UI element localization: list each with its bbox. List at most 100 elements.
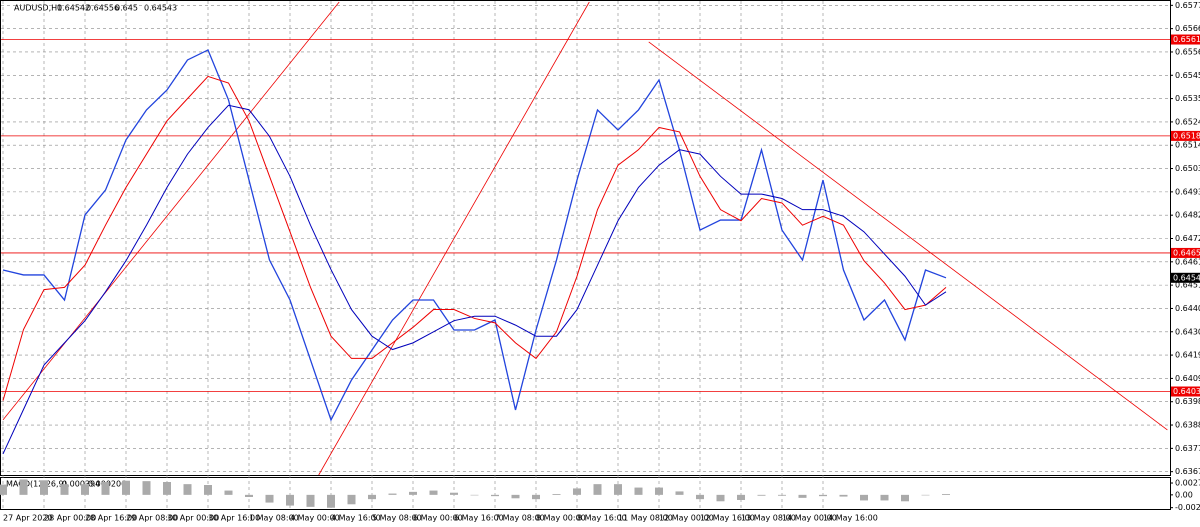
- macd-bar: [716, 494, 725, 502]
- series-line: [2, 75, 947, 401]
- macd-bar: [81, 484, 89, 495]
- x-tick-label: 8 May 00:00: [536, 514, 586, 523]
- macd-bar: [327, 494, 335, 508]
- macd-bar: [860, 494, 868, 501]
- macd-bar: [819, 494, 827, 497]
- ohlc-open: 0.64542: [57, 4, 90, 13]
- x-tick-label: 7 May 08:00: [495, 514, 545, 523]
- y-tick-label: 0.64195: [1175, 351, 1200, 360]
- x-tick-label: 29 Apr 08:00: [126, 514, 178, 523]
- ohlc-high: 0.64556: [86, 4, 119, 13]
- x-tick-label: 28 Apr 00:00: [44, 514, 96, 523]
- ohlc-low: 0.645: [115, 4, 138, 13]
- y-tick-label: 0.63985: [1175, 397, 1200, 406]
- macd-bar: [511, 494, 520, 499]
- x-tick-label: 4 May 16:00: [331, 514, 381, 523]
- macd-bar: [40, 480, 48, 495]
- y-tick-label: 0.65140: [1175, 141, 1200, 150]
- x-tick-label: 11 May 08:00: [618, 514, 673, 523]
- y-tick-label: 0.65560: [1175, 47, 1200, 56]
- macd-bar: [675, 491, 684, 495]
- macd-panel: [0, 477, 1171, 510]
- series-line: [2, 49, 947, 422]
- x-tick-label: 30 Apr 00:00: [167, 514, 219, 523]
- y2-tick-label: 0.002762: [1175, 479, 1200, 488]
- y-tick-label: 0.63775: [1175, 444, 1200, 453]
- x-tick-label: 6 May 16:00: [454, 514, 504, 523]
- y-tick-label: 0.64720: [1175, 234, 1200, 243]
- y-tick-label: 0.64090: [1175, 374, 1200, 383]
- x-tick-label: 5 May 08:00: [372, 514, 422, 523]
- y-tick-label: 0.65350: [1175, 94, 1200, 103]
- x-tick-label: 14 May 16:00: [823, 514, 878, 523]
- x-tick-label: 27 Apr 2020: [3, 514, 52, 523]
- macd-bar: [470, 494, 479, 496]
- macd-bar: [655, 487, 663, 495]
- x-tick-label: 12 May 16:00: [700, 514, 755, 523]
- x-tick-label: 4 May 00:00: [290, 514, 340, 523]
- y2-tick-label: -0.00299: [1175, 503, 1200, 512]
- macd-bar: [491, 494, 499, 497]
- x-tick-label: 13 May 08:00: [741, 514, 796, 523]
- y-tick-label: 0.65035: [1175, 164, 1200, 173]
- x-tick-label: 30 Apr 16:00: [208, 514, 260, 523]
- level-tag: [1171, 386, 1200, 397]
- x-tick-label: 1 May 08:00: [249, 514, 299, 523]
- macd-bar: [552, 494, 561, 495]
- macd-bar: [224, 490, 233, 495]
- macd-bar: [19, 479, 28, 495]
- macd-bar: [101, 482, 110, 495]
- price-label: 0.64543: [1173, 273, 1200, 282]
- macd-bar: [696, 494, 704, 500]
- x-tick-label: 6 May 00:00: [413, 514, 463, 523]
- macd-bar: [450, 492, 458, 495]
- y-tick-label: 0.65245: [1175, 117, 1200, 126]
- y-tick-label: 0.65455: [1175, 71, 1200, 80]
- macd-bar: [306, 494, 315, 507]
- macd-bar: [778, 494, 786, 496]
- x-tick-label: 12 May 00:00: [659, 514, 714, 523]
- macd-bar: [286, 494, 294, 506]
- macd-bar: [245, 494, 253, 497]
- macd-label: MACD(12,26,9): [6, 480, 67, 489]
- level-label: 0.65182: [1173, 131, 1200, 140]
- y-tick-label: 0.63880: [1175, 421, 1200, 430]
- x-tick-label: 14 May 00:00: [782, 514, 837, 523]
- y-tick-label: 0.64825: [1175, 211, 1200, 220]
- y2-tick-label: 0.00: [1175, 490, 1193, 499]
- y-tick-label: 0.65665: [1175, 24, 1200, 33]
- y-tick-label: 0.64510: [1175, 281, 1200, 290]
- macd-bar: [60, 484, 69, 495]
- x-tick-label: 28 Apr 16:00: [85, 514, 137, 523]
- y-tick-label: 0.65770: [1175, 1, 1200, 10]
- macd-bar: [757, 494, 766, 496]
- macd-bar: [593, 484, 602, 495]
- level-tag: [1171, 34, 1200, 45]
- macd-bar: [265, 494, 274, 503]
- macd-bar: [409, 491, 417, 495]
- macd-bar: [573, 488, 581, 495]
- y-tick-label: 0.64615: [1175, 257, 1200, 266]
- macd-bar: [368, 494, 376, 500]
- macd-bar: [204, 485, 212, 495]
- trendline: [648, 41, 1168, 431]
- macd-bar: [388, 493, 397, 495]
- macd-bar: [901, 494, 909, 502]
- macd-bar: [798, 494, 807, 498]
- level-label: 0.65616: [1173, 35, 1200, 44]
- main-panel: [0, 0, 1171, 476]
- y-tick-label: 0.63670: [1175, 467, 1200, 476]
- macd-bar: [921, 494, 930, 496]
- level-label: 0.64655: [1173, 248, 1200, 257]
- macd-bar: [737, 494, 745, 500]
- macd-bar: [429, 490, 438, 495]
- y-tick-label: 0.64930: [1175, 187, 1200, 196]
- macd-bar: [122, 480, 130, 495]
- level-tag: [1171, 247, 1200, 258]
- macd-bar: [532, 494, 540, 500]
- macd-bar: [142, 481, 151, 495]
- macd-bar: [347, 494, 356, 505]
- macd-bar: [942, 494, 950, 495]
- symbol: AUDUSD,H1: [14, 4, 62, 13]
